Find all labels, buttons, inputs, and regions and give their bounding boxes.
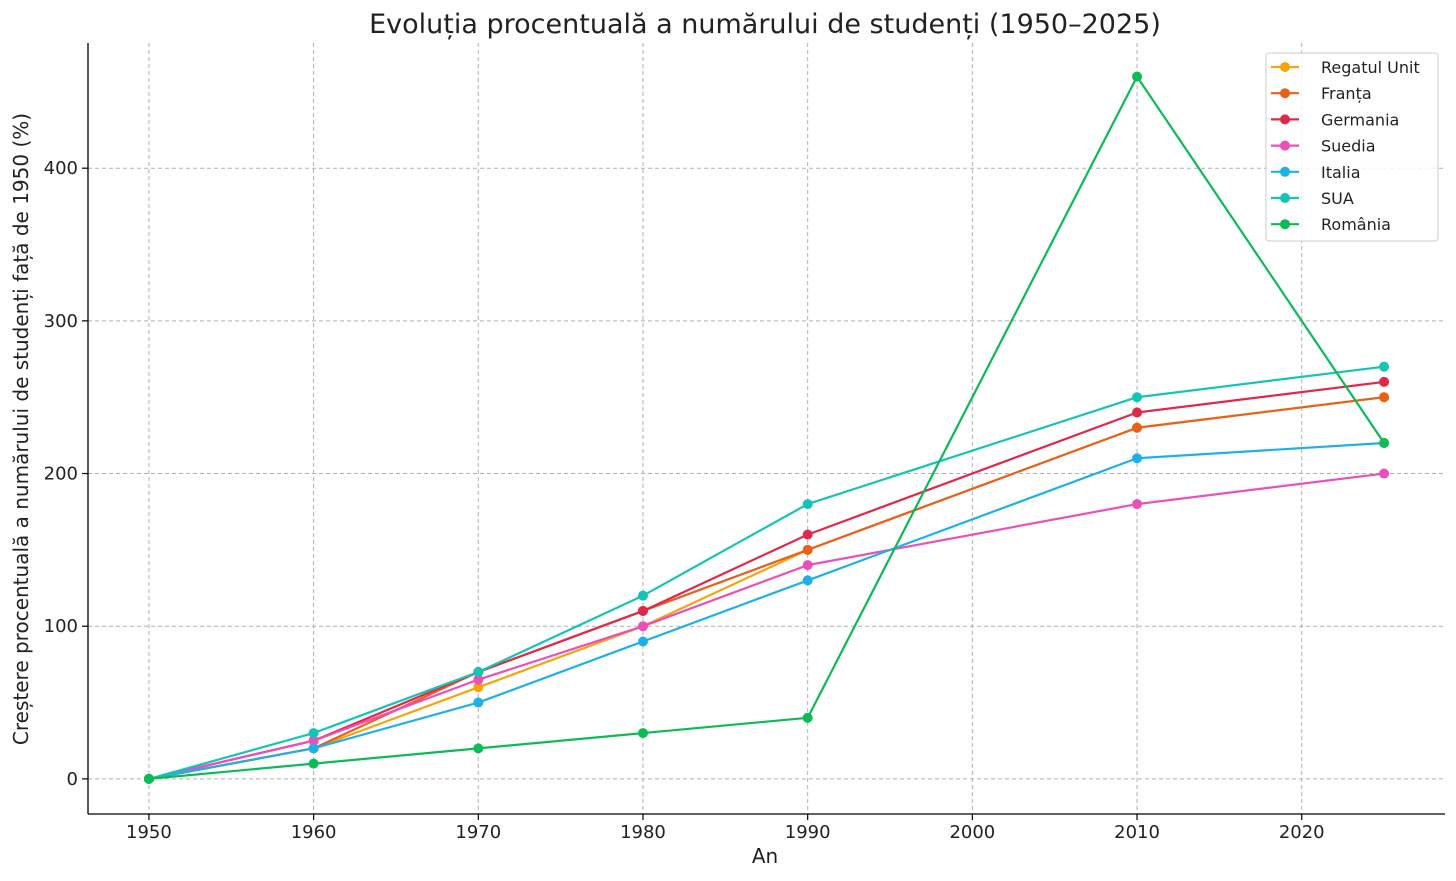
data-point bbox=[1379, 438, 1390, 449]
data-point bbox=[637, 605, 648, 616]
legend-items: Regatul Unit Franța Germania Suedia Italia SU… bbox=[1271, 58, 1420, 234]
legend-swatch-marker bbox=[1280, 219, 1290, 230]
legend-label: Franța bbox=[1321, 84, 1372, 103]
grid bbox=[88, 43, 1445, 814]
legend-label: Germania bbox=[1321, 110, 1399, 129]
legend-label: Regatul Unit bbox=[1321, 58, 1420, 77]
x-axis-label: An bbox=[752, 844, 778, 868]
data-point bbox=[473, 682, 484, 693]
series-1 bbox=[143, 392, 1390, 784]
y-tick-label: 200 bbox=[44, 464, 78, 485]
x-tick-label: 2010 bbox=[1114, 822, 1160, 843]
data-point bbox=[802, 560, 813, 571]
data-point bbox=[637, 636, 648, 647]
legend-item: Italia bbox=[1271, 163, 1361, 182]
data-point bbox=[308, 735, 319, 746]
series-line bbox=[148, 441, 1385, 780]
data-point bbox=[308, 758, 319, 769]
legend-swatch-marker bbox=[1280, 62, 1290, 72]
series-line bbox=[148, 75, 1385, 780]
data-point bbox=[473, 667, 484, 678]
legend-box bbox=[1265, 52, 1439, 242]
data-point bbox=[1379, 392, 1390, 403]
data-point bbox=[143, 773, 154, 784]
y-tick-label: 300 bbox=[44, 311, 78, 332]
data-point bbox=[1379, 361, 1390, 372]
legend-label: SUA bbox=[1321, 189, 1354, 208]
data-point bbox=[637, 728, 648, 739]
series-4 bbox=[143, 438, 1390, 784]
x-tick-label: 2000 bbox=[949, 822, 995, 843]
legend-swatch-marker bbox=[1280, 166, 1290, 177]
chart-title: Evoluția procentuală a numărului de stud… bbox=[369, 9, 1161, 40]
data-point bbox=[802, 529, 813, 540]
data-point bbox=[473, 697, 484, 708]
data-point bbox=[1379, 468, 1390, 479]
data-point bbox=[1132, 453, 1143, 464]
legend-swatch-marker bbox=[1280, 193, 1290, 203]
data-point bbox=[473, 674, 484, 685]
legend-item: Suedia bbox=[1271, 137, 1376, 156]
ticks: 1950 1960 1970 1980 1990 2000 2010 2020 0 100 200 3… bbox=[44, 158, 1325, 843]
data-point bbox=[1132, 422, 1143, 433]
data-point bbox=[802, 499, 813, 510]
data-point bbox=[308, 728, 319, 739]
x-tick-label: 2020 bbox=[1279, 822, 1325, 843]
legend-swatch-marker bbox=[1280, 140, 1290, 151]
data-point bbox=[1379, 376, 1390, 387]
legend-item: România bbox=[1271, 215, 1391, 234]
y-tick-label: 400 bbox=[44, 158, 78, 179]
series-layer bbox=[143, 71, 1390, 784]
data-point bbox=[308, 743, 319, 754]
data-point bbox=[1132, 407, 1143, 418]
data-point bbox=[1132, 392, 1143, 403]
x-tick-label: 1990 bbox=[785, 822, 831, 843]
data-point bbox=[473, 743, 484, 754]
data-point bbox=[802, 544, 813, 555]
data-point bbox=[802, 575, 813, 586]
x-tick-label: 1970 bbox=[455, 822, 501, 843]
legend-item: Germania bbox=[1271, 110, 1399, 129]
legend-label: Italia bbox=[1321, 163, 1361, 182]
series-6 bbox=[143, 71, 1390, 784]
legend-swatch-marker bbox=[1280, 88, 1290, 99]
x-tick-label: 1950 bbox=[126, 822, 172, 843]
series-0 bbox=[143, 392, 1390, 784]
y-axis-label: Creștere procentuală a numărului de stud… bbox=[9, 113, 33, 745]
legend-label: România bbox=[1321, 215, 1391, 234]
y-tick-label: 100 bbox=[44, 616, 78, 637]
legend: Regatul Unit Franța Germania Suedia Italia SU… bbox=[1265, 52, 1439, 242]
data-point bbox=[637, 621, 648, 632]
data-point bbox=[802, 712, 813, 723]
y-tick-label: 0 bbox=[67, 769, 78, 790]
series-line bbox=[148, 365, 1385, 780]
data-point bbox=[637, 590, 648, 601]
legend-item: SUA bbox=[1271, 189, 1354, 208]
x-tick-label: 1980 bbox=[620, 822, 666, 843]
x-tick-label: 1960 bbox=[291, 822, 337, 843]
legend-label: Suedia bbox=[1321, 137, 1376, 156]
data-point bbox=[1132, 499, 1143, 510]
legend-item: Franța bbox=[1271, 84, 1372, 103]
data-point bbox=[1132, 71, 1143, 82]
legend-item: Regatul Unit bbox=[1271, 58, 1420, 77]
series-3 bbox=[143, 468, 1390, 784]
legend-swatch-marker bbox=[1280, 114, 1290, 125]
